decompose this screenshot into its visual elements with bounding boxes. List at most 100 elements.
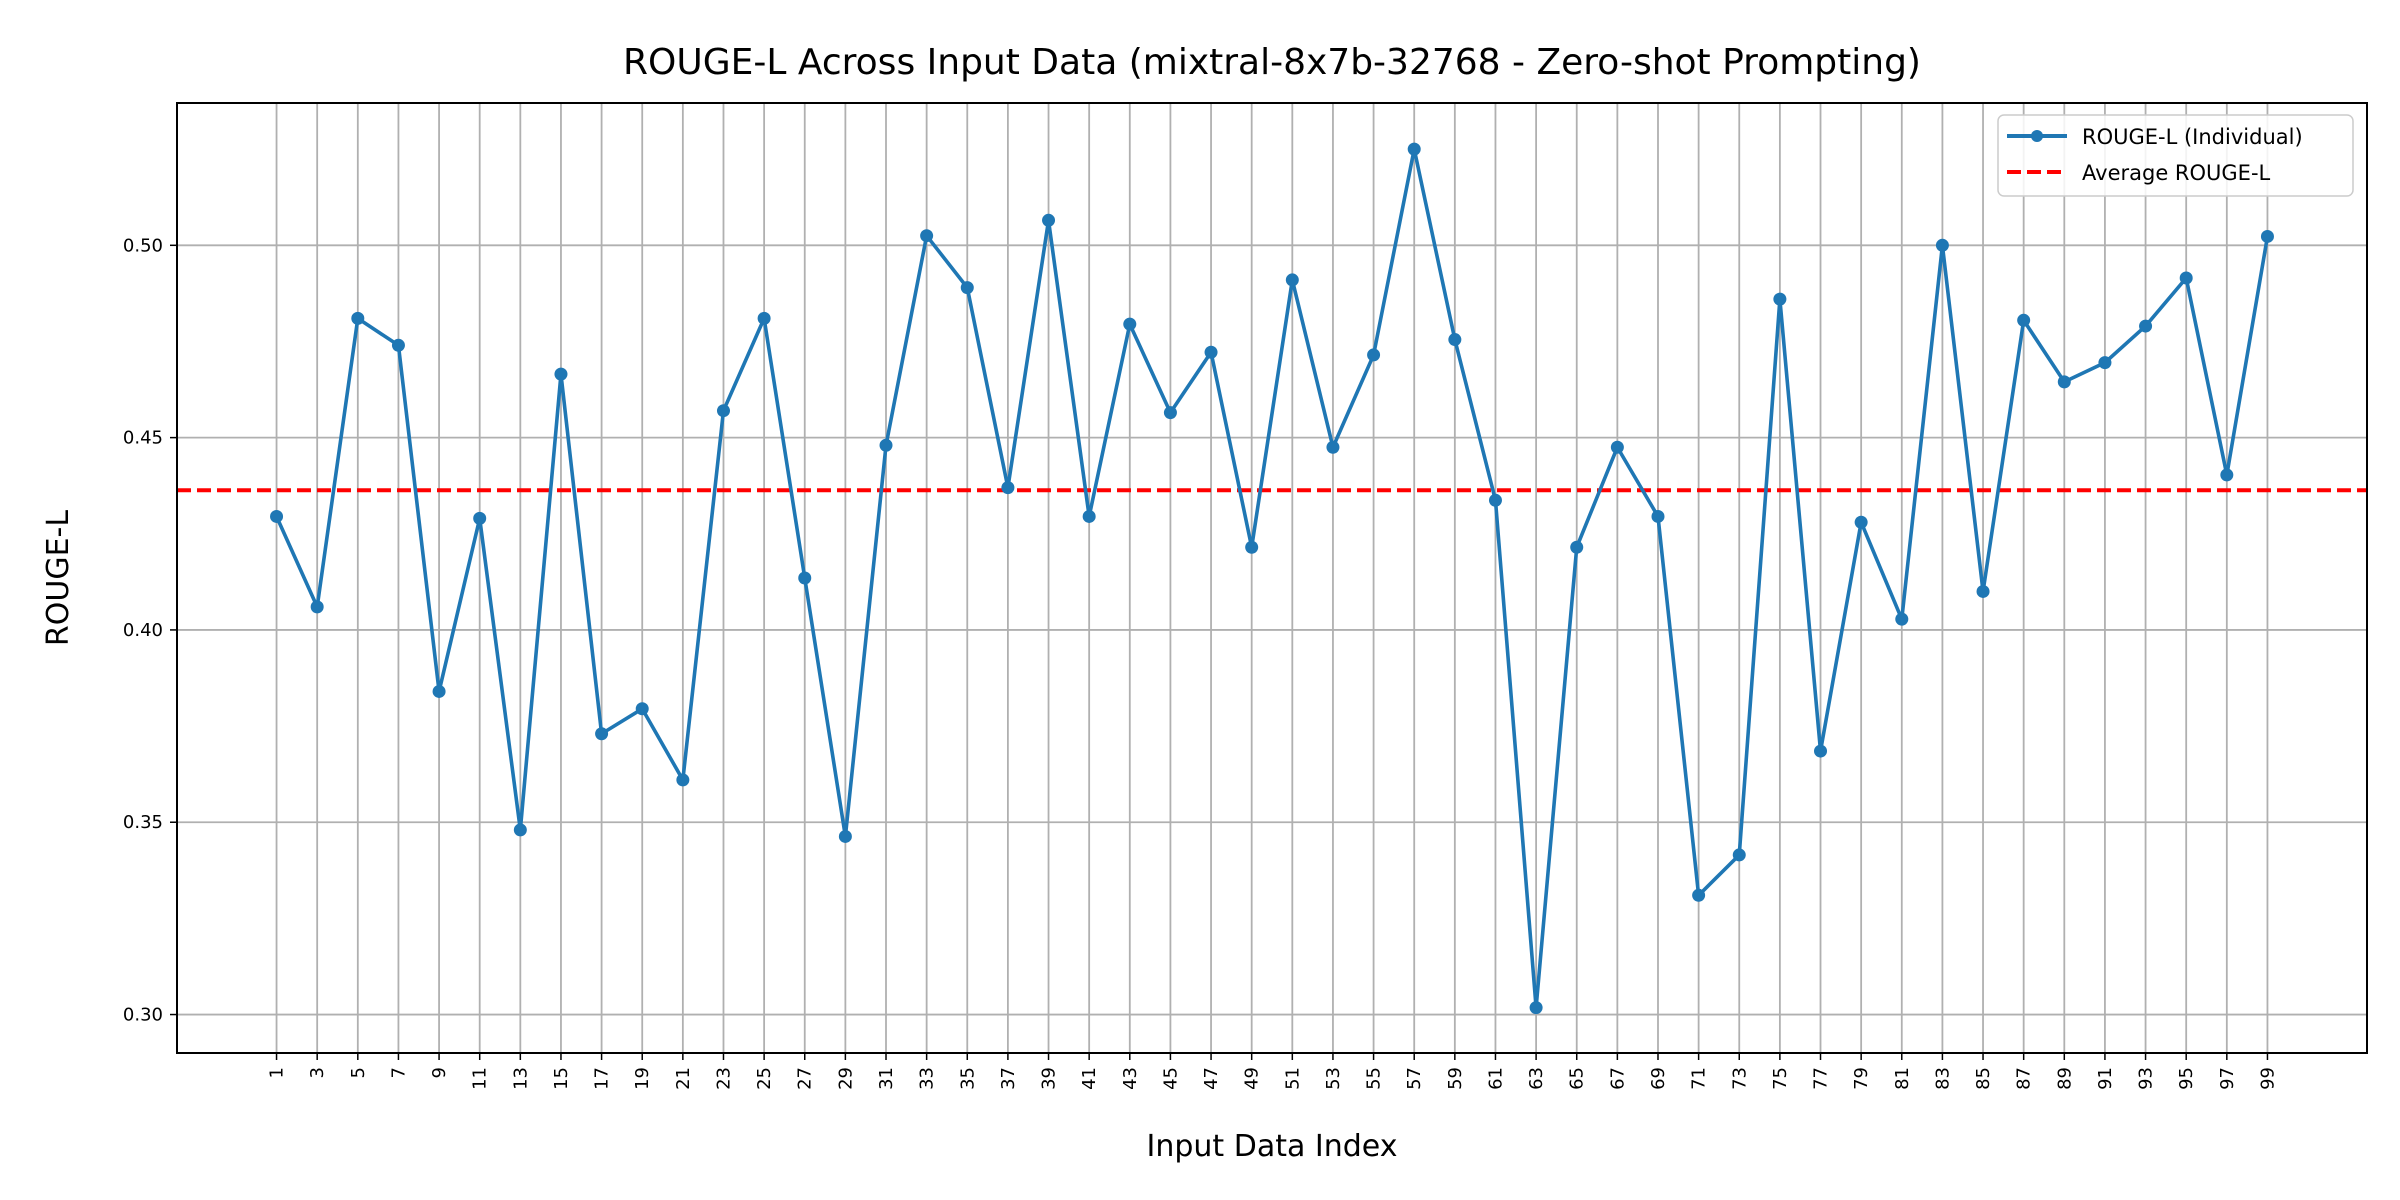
data-point — [1610, 440, 1624, 454]
x-tick-label: 85 — [1973, 1067, 1994, 1090]
x-tick-label: 7 — [388, 1067, 409, 1078]
data-point — [716, 404, 730, 418]
x-tick-label: 5 — [348, 1067, 369, 1078]
data-point — [1895, 612, 1909, 626]
x-tick-label: 47 — [1201, 1067, 1222, 1090]
data-point — [1529, 1001, 1543, 1015]
x-tick-label: 83 — [1932, 1067, 1953, 1090]
data-point — [2220, 468, 2234, 482]
x-tick-label: 61 — [1485, 1067, 1506, 1090]
data-point — [1814, 744, 1828, 758]
data-point — [635, 702, 649, 716]
x-tick-label: 65 — [1567, 1067, 1588, 1090]
x-tick-label: 63 — [1526, 1067, 1547, 1090]
y-tick-label: 0.45 — [123, 428, 163, 449]
x-tick-label: 75 — [1770, 1067, 1791, 1090]
x-tick-label: 71 — [1689, 1067, 1710, 1090]
x-tick-label: 87 — [2014, 1067, 2035, 1090]
data-point — [1042, 213, 1056, 227]
data-point — [838, 829, 852, 843]
data-point — [2057, 375, 2071, 389]
x-tick-label: 49 — [1242, 1067, 1263, 1090]
x-tick-label: 41 — [1079, 1067, 1100, 1090]
legend-marker-individual — [2031, 130, 2043, 142]
x-tick-label: 67 — [1607, 1067, 1628, 1090]
x-axis-label: Input Data Index — [1147, 1129, 1398, 1164]
series-line-individual — [274, 147, 2270, 1010]
data-point — [1204, 345, 1218, 359]
x-tick-label: 79 — [1851, 1067, 1872, 1090]
x-tick-label: 89 — [2054, 1067, 2075, 1090]
x-tick-label: 73 — [1729, 1067, 1750, 1090]
x-tick-label: 19 — [632, 1067, 653, 1090]
legend-label-individual: ROUGE-L (Individual) — [2082, 125, 2303, 149]
data-point — [595, 727, 609, 741]
y-axis-label: ROUGE-L — [41, 510, 76, 646]
data-point — [2139, 319, 2153, 333]
x-tick-label: 17 — [592, 1067, 613, 1090]
x-tick-label: 35 — [957, 1067, 978, 1090]
x-tick-label: 57 — [1404, 1067, 1425, 1090]
data-point — [310, 600, 324, 614]
data-point — [757, 311, 771, 325]
data-point — [1854, 515, 1868, 529]
x-tick-label: 13 — [510, 1067, 531, 1090]
legend-label-average: Average ROUGE-L — [2082, 161, 2271, 185]
x-tick-label: 21 — [673, 1067, 694, 1090]
data-point — [1326, 440, 1340, 454]
chart-title: ROUGE-L Across Input Data (mixtral-8x7b-… — [623, 42, 1921, 83]
data-point — [676, 773, 690, 787]
x-tick-label: 29 — [835, 1067, 856, 1090]
y-tick-label: 0.30 — [123, 1005, 163, 1026]
data-point — [554, 367, 568, 381]
data-point — [1570, 540, 1584, 554]
x-tick-label: 39 — [1039, 1067, 1060, 1090]
x-tick-label: 51 — [1282, 1067, 1303, 1090]
plot-frame — [176, 102, 2368, 1054]
data-point — [2098, 356, 2112, 370]
x-tick-label: 97 — [2217, 1067, 2238, 1090]
x-tick-label: 93 — [2136, 1067, 2157, 1090]
data-point — [1448, 333, 1462, 347]
x-tick-label: 37 — [998, 1067, 1019, 1090]
data-point — [1651, 509, 1665, 523]
data-point — [1367, 348, 1381, 362]
data-point — [270, 509, 284, 523]
data-point — [351, 311, 365, 325]
data-point — [1976, 584, 1990, 598]
data-point — [920, 229, 934, 243]
x-tick-label: 95 — [2176, 1067, 2197, 1090]
x-tick-label: 31 — [876, 1067, 897, 1090]
x-tick-label: 3 — [307, 1067, 328, 1078]
x-tick-label: 9 — [429, 1067, 450, 1078]
x-tick-label: 81 — [1892, 1067, 1913, 1090]
data-point — [1407, 142, 1421, 156]
x-tick-label: 53 — [1323, 1067, 1344, 1090]
y-tick-label: 0.35 — [123, 812, 163, 833]
legend-box — [1997, 114, 2354, 197]
data-point — [391, 338, 405, 352]
x-tick-label: 25 — [754, 1067, 775, 1090]
data-point — [1488, 493, 1502, 507]
data-point — [1123, 317, 1137, 331]
x-ticks: 1 3 5 7 9 11 13 15 17 19 21 23 25 27 29 31 33 35 37 39 41 43 4… — [267, 1053, 2278, 1090]
data-point — [798, 571, 812, 585]
x-tick-label: 11 — [470, 1067, 491, 1090]
x-tick-label: 33 — [917, 1067, 938, 1090]
y-tick-label: 0.50 — [123, 235, 163, 256]
data-point — [1773, 292, 1787, 306]
x-tick-label: 55 — [1364, 1067, 1385, 1090]
data-point — [879, 438, 893, 452]
data-point — [1732, 848, 1746, 862]
data-point — [1285, 273, 1299, 287]
x-tick-label: 91 — [2095, 1067, 2116, 1090]
data-point — [1245, 540, 1259, 554]
x-tick-label: 59 — [1445, 1067, 1466, 1090]
x-tick-label: 69 — [1648, 1067, 1669, 1090]
x-tick-label: 77 — [1811, 1067, 1832, 1090]
x-tick-label: 1 — [267, 1067, 288, 1078]
series-layer — [270, 142, 2274, 1015]
x-tick-label: 99 — [2257, 1067, 2278, 1090]
